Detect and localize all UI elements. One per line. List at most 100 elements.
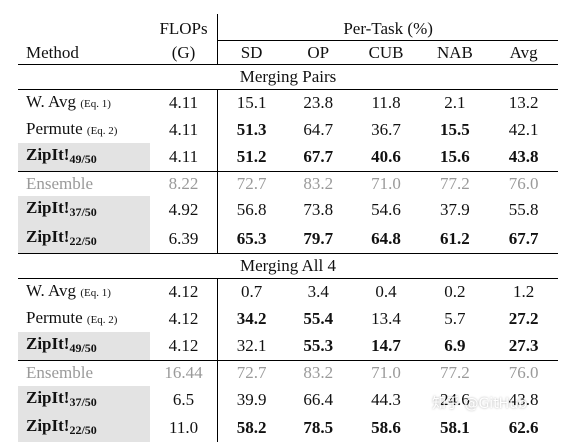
op-cell: 64.7 (303, 119, 334, 139)
sd-cell: 72.7 (217, 360, 285, 386)
header-method: Method (26, 42, 79, 62)
table-row: Permute (Eq. 2) 4.11 51.3 64.7 36.7 15.5… (18, 116, 558, 143)
table-row: ZipIt!37/50 4.92 56.8 73.8 54.6 37.9 55.… (18, 196, 558, 225)
cub-cell: 40.6 (371, 146, 401, 166)
op-cell: 78.5 (303, 417, 334, 437)
method-cell: ZipIt!22/50 (18, 224, 150, 254)
method-name: Permute (26, 307, 83, 327)
op-cell: 23.8 (284, 89, 352, 117)
method-cell: ZipIt!37/50 (18, 196, 150, 225)
method-cell: W. Avg (Eq. 1) (18, 278, 150, 306)
method-name: ZipIt! (26, 415, 70, 435)
table-row: Permute (Eq. 2) 4.12 34.2 55.4 13.4 5.7 … (18, 305, 558, 332)
alpha-subscript: 49/50 (69, 151, 97, 166)
op-cell: 79.7 (303, 228, 334, 248)
flops-cell: 16.44 (149, 360, 219, 386)
nab-cell: 0.2 (420, 278, 490, 306)
cub-cell: 71.0 (351, 171, 421, 197)
op-cell: 55.4 (303, 308, 334, 328)
method-name: W. Avg (26, 281, 77, 301)
method-name: ZipIt! (26, 198, 70, 218)
avg-cell: 27.2 (508, 308, 539, 328)
alpha-subscript: 22/50 (69, 233, 97, 248)
header-blank (18, 14, 150, 41)
method-cell: W. Avg (Eq. 1) (18, 89, 150, 117)
header-row-top: FLOPs Per-Task (%) (18, 14, 558, 41)
eq-ref: (Eq. 1) (80, 287, 111, 300)
cub-cell: 36.7 (371, 119, 401, 139)
sd-cell: 72.7 (217, 171, 285, 197)
sd-cell: 56.8 (236, 200, 267, 220)
alpha-subscript: 37/50 (69, 205, 97, 220)
method-cell: Ensemble (18, 171, 150, 197)
flops-cell: 6.5 (149, 385, 219, 414)
method-cell: Permute (Eq. 2) (18, 117, 150, 143)
sd-cell: 58.2 (236, 417, 267, 437)
method-cell: Permute (Eq. 2) (18, 306, 150, 332)
header-pertask: Per-Task (%) (218, 14, 558, 41)
op-cell: 83.2 (284, 360, 352, 386)
sd-cell: 34.2 (236, 308, 267, 328)
eq-ref: (Eq. 2) (86, 124, 118, 137)
nab-cell: 37.9 (440, 200, 470, 220)
table-row: ZipIt!49/50 4.12 32.1 55.3 14.7 6.9 27.3 (18, 331, 558, 361)
table-row: W. Avg (Eq. 1) 4.12 0.7 3.4 0.4 0.2 1.2 (18, 278, 558, 306)
method-cell: Ensemble (18, 360, 150, 386)
avg-cell: 27.3 (508, 335, 539, 355)
avg-cell: 62.6 (508, 417, 539, 437)
method-name: ZipIt! (26, 387, 70, 407)
avg-cell: 42.1 (508, 119, 539, 139)
section-title-pairs: Merging Pairs (18, 63, 558, 90)
method-cell: ZipIt!37/50 (18, 385, 150, 414)
nab-cell: 15.5 (440, 119, 470, 139)
op-cell: 73.8 (303, 200, 334, 220)
avg-cell: 13.2 (489, 89, 558, 117)
table-row: Ensemble 8.22 72.7 83.2 71.0 77.2 76.0 (18, 171, 558, 197)
header-cub: CUB (351, 40, 421, 65)
sd-cell: 15.1 (217, 89, 285, 117)
avg-cell: 67.7 (508, 228, 539, 248)
method-cell: ZipIt!49/50 (18, 331, 150, 361)
flops-cell: 4.12 (149, 305, 219, 332)
cub-cell: 44.3 (371, 389, 401, 409)
cub-cell: 54.6 (371, 200, 401, 220)
sd-cell: 51.3 (236, 119, 267, 139)
avg-cell: 1.2 (489, 278, 558, 306)
avg-cell: 76.0 (489, 171, 558, 197)
table-row: Ensemble 16.44 72.7 83.2 71.0 77.2 76.0 (18, 360, 558, 386)
method-cell: ZipIt!22/50 (18, 413, 150, 442)
header-row-bottom: Method (G) SD OP CUB NAB Avg (18, 40, 558, 65)
op-cell: 67.7 (303, 146, 334, 166)
flops-cell: 4.11 (149, 142, 219, 172)
cub-cell: 58.6 (371, 417, 401, 437)
sd-cell: 51.2 (236, 146, 267, 166)
table-row: ZipIt!22/50 11.0 58.2 78.5 58.6 58.1 62.… (18, 413, 558, 442)
table-row: ZipIt!37/50 6.5 39.9 66.4 44.3 24.6 43.8 (18, 385, 558, 414)
flops-cell: 8.22 (149, 171, 219, 197)
method-name: W. Avg (26, 92, 77, 112)
avg-cell: 43.8 (508, 146, 539, 166)
section-title-all4: Merging All 4 (18, 253, 558, 279)
op-cell: 66.4 (303, 389, 334, 409)
flops-cell: 4.12 (149, 278, 219, 306)
flops-cell: 4.11 (149, 116, 219, 143)
nab-cell: 2.1 (420, 89, 490, 117)
flops-cell: 4.12 (149, 331, 219, 361)
header-flops-unit: (G) (149, 40, 219, 65)
table-row: W. Avg (Eq. 1) 4.11 15.1 23.8 11.8 2.1 1… (18, 89, 558, 117)
sd-cell: 39.9 (236, 389, 267, 409)
header-flops: FLOPs (149, 14, 219, 41)
eq-ref: (Eq. 2) (86, 313, 118, 326)
avg-cell: 43.8 (508, 389, 539, 409)
cub-cell: 14.7 (371, 335, 401, 355)
avg-cell: 76.0 (489, 360, 558, 386)
flops-cell: 4.92 (149, 196, 219, 225)
method-name: ZipIt! (26, 144, 70, 164)
nab-cell: 6.9 (444, 335, 466, 355)
section-row-pairs: Merging Pairs (18, 63, 558, 90)
flops-cell: 11.0 (149, 413, 219, 442)
avg-cell: 55.8 (508, 200, 539, 220)
flops-cell: 6.39 (149, 224, 219, 254)
flops-cell: 4.11 (149, 89, 219, 117)
op-cell: 55.3 (303, 335, 334, 355)
